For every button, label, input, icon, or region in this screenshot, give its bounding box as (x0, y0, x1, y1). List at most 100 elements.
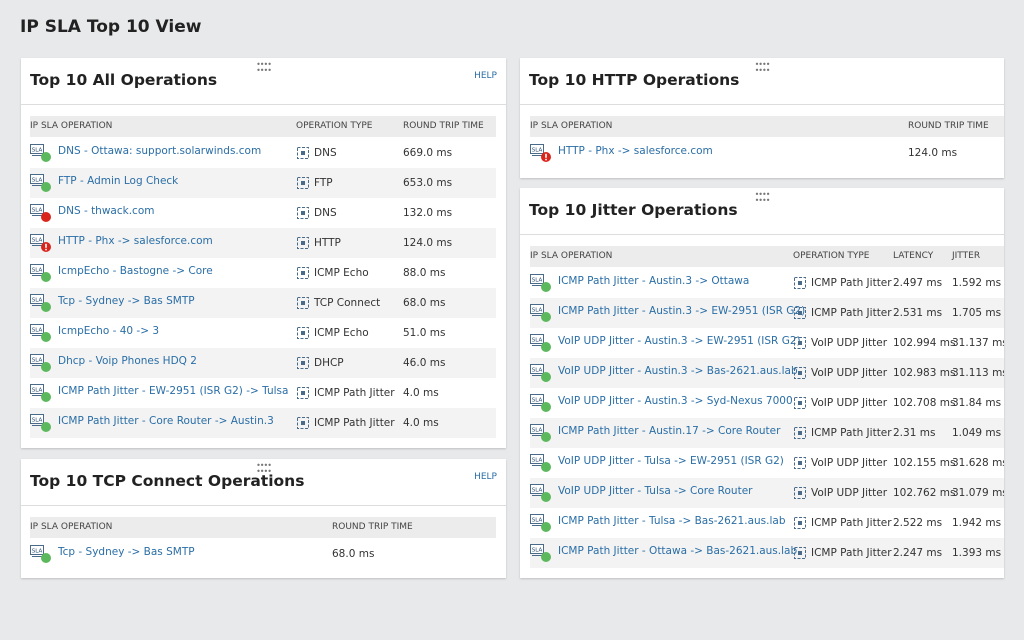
panel-title: Top 10 Jitter Operations (529, 201, 738, 219)
table-row: SLA Dhcp - Voip Phones HDQ 2 DHCP 46.0 ms (30, 348, 496, 378)
type-icon (297, 387, 309, 399)
table-row: SLA Tcp - Sydney -> Bas SMTP TCP Connect 68… (30, 288, 496, 318)
operation-link[interactable]: ICMP Path Jitter - Ottawa -> Bas-2621.au… (558, 545, 798, 557)
svg-text:SLA: SLA (532, 308, 543, 314)
status-icon: SLA (30, 264, 51, 282)
table-cell: HTTP (314, 237, 341, 249)
table-row: SLA IcmpEcho - 40 -> 3 ICMP Echo 51.0 ms (30, 318, 496, 348)
table-cell: 46.0 ms (403, 357, 446, 369)
svg-text:SLA: SLA (32, 178, 43, 184)
type-icon (297, 357, 309, 369)
type-icon (794, 397, 806, 409)
table-cell: 124.0 ms (403, 237, 453, 249)
operation-link[interactable]: IcmpEcho - 40 -> 3 (58, 325, 160, 337)
table-header: IP SLA OPERATION ROUND TRIP TIME (30, 517, 496, 538)
operation-link[interactable]: IcmpEcho - Bastogne -> Core (58, 265, 213, 277)
table-cell: 1.705 ms (952, 307, 1002, 319)
operation-link[interactable]: ICMP Path Jitter - Austin.17 -> Core Rou… (558, 425, 781, 437)
type-icon (794, 547, 806, 559)
table-cell: 102.155 ms (893, 457, 956, 469)
status-icon: SLA (30, 204, 51, 222)
operation-link[interactable]: ICMP Path Jitter - Austin.3 -> Ottawa (558, 275, 750, 287)
status-icon: SLA (30, 294, 51, 312)
table-row: SLA VoIP UDP Jitter - Tulsa -> EW-2951 (I… (530, 448, 1004, 478)
table-cell: ICMP Path Jitter (811, 307, 892, 319)
panel-title: Top 10 HTTP Operations (529, 71, 740, 89)
table-header: IP SLA OPERATION OPERATION TYPE LATENCY JIT… (530, 246, 1004, 267)
operation-link[interactable]: VoIP UDP Jitter - Austin.3 -> EW-2951 (I… (558, 335, 801, 347)
help-link[interactable]: HELP (474, 472, 497, 482)
table-row: SLA ICMP Path Jitter - Austin.3 -> EW-295… (530, 298, 1004, 328)
type-icon (794, 457, 806, 469)
divider (21, 505, 506, 506)
table-cell: 2.531 ms (893, 307, 943, 319)
svg-text:SLA: SLA (32, 268, 43, 274)
table-cell: ICMP Path Jitter (314, 387, 395, 399)
svg-text:SLA: SLA (532, 148, 543, 154)
type-icon (297, 207, 309, 219)
table-cell: VoIP UDP Jitter (811, 337, 888, 349)
operation-link[interactable]: DNS - Ottawa: support.solarwinds.com (58, 145, 262, 157)
svg-text:SLA: SLA (532, 398, 543, 404)
svg-text:SLA: SLA (532, 278, 543, 284)
panel: •••• •••• Top 10 HTTP Operations IP SLA OP… (520, 58, 1004, 178)
panel: •••• •••• Top 10 All Operations HELP IP SLA… (21, 58, 506, 448)
svg-text:SLA: SLA (532, 338, 543, 344)
divider (21, 104, 506, 105)
operation-link[interactable]: Tcp - Sydney -> Bas SMTP (58, 295, 195, 307)
table-row: SLA DNS - Ottawa: support.solarwinds.com D… (30, 138, 496, 168)
status-icon: SLA (30, 354, 51, 372)
table-cell: 31.628 ms (952, 457, 1004, 469)
operation-link[interactable]: HTTP - Phx -> salesforce.com (558, 145, 713, 157)
table-cell: ICMP Echo (314, 327, 369, 339)
table-cell: ICMP Path Jitter (811, 427, 892, 439)
svg-text:SLA: SLA (32, 328, 43, 334)
drag-handle: •••• •••• (256, 461, 272, 476)
help-link[interactable]: HELP (474, 71, 497, 81)
svg-text:SLA: SLA (32, 549, 43, 555)
operation-link[interactable]: VoIP UDP Jitter - Tulsa -> EW-2951 (ISR … (558, 455, 784, 467)
operation-link[interactable]: HTTP - Phx -> salesforce.com (58, 235, 213, 247)
table-row: SLA ICMP Path Jitter - Austin.3 -> Ottawa… (530, 268, 1004, 298)
column-header: OPERATION TYPE (793, 251, 870, 261)
operation-link[interactable]: ICMP Path Jitter - Tulsa -> Bas-2621.aus… (558, 515, 786, 527)
table-header: IP SLA OPERATION ROUND TRIP TIME (530, 116, 1004, 137)
table-cell: ICMP Path Jitter (811, 547, 892, 559)
operation-link[interactable]: VoIP UDP Jitter - Austin.3 -> Syd-Nexus … (558, 395, 793, 407)
panel: •••• •••• Top 10 Jitter Operations IP SLA … (520, 188, 1004, 578)
table-cell: ICMP Path Jitter (314, 417, 395, 429)
svg-text:SLA: SLA (32, 418, 43, 424)
operation-link[interactable]: DNS - thwack.com (58, 205, 155, 217)
operation-link[interactable]: ICMP Path Jitter - Austin.3 -> EW-2951 (… (558, 305, 806, 317)
panel-title: Top 10 All Operations (30, 71, 218, 89)
type-icon (297, 237, 309, 249)
table-cell: 4.0 ms (403, 417, 439, 429)
table-cell: 653.0 ms (403, 177, 453, 189)
svg-text:SLA: SLA (532, 548, 543, 554)
divider (520, 104, 1004, 105)
table-row: SLA VoIP UDP Jitter - Tulsa -> Core Route… (530, 478, 1004, 508)
type-icon (794, 517, 806, 529)
table-row: SLA IcmpEcho - Bastogne -> Core ICMP Echo 8… (30, 258, 496, 288)
table-header: IP SLA OPERATION OPERATION TYPE ROUND TRIP… (30, 116, 496, 137)
table-cell: FTP (314, 177, 333, 189)
status-icon: SLA (530, 514, 551, 532)
operation-link[interactable]: ICMP Path Jitter - Core Router -> Austin… (58, 415, 274, 427)
svg-text:SLA: SLA (32, 358, 43, 364)
table-cell: ICMP Echo (314, 267, 369, 279)
type-icon (297, 327, 309, 339)
operation-link[interactable]: FTP - Admin Log Check (58, 175, 179, 187)
operation-link[interactable]: Tcp - Sydney -> Bas SMTP (58, 546, 195, 558)
table-cell: 102.983 ms (893, 367, 956, 379)
operation-link[interactable]: Dhcp - Voip Phones HDQ 2 (58, 355, 197, 367)
operation-link[interactable]: VoIP UDP Jitter - Tulsa -> Core Router (558, 485, 753, 497)
status-icon: SLA (530, 334, 551, 352)
table-cell: VoIP UDP Jitter (811, 457, 888, 469)
operation-link[interactable]: ICMP Path Jitter - EW-2951 (ISR G2) -> T… (58, 385, 289, 397)
table-row: SLA HTTP - Phx -> salesforce.com HTTP 124.0… (30, 228, 496, 258)
status-icon: SLA (530, 424, 551, 442)
operation-link[interactable]: VoIP UDP Jitter - Austin.3 -> Bas-2621.a… (558, 365, 798, 377)
panel: •••• •••• Top 10 TCP Connect Operations HE… (21, 459, 506, 578)
table-cell: 102.762 ms (893, 487, 956, 499)
